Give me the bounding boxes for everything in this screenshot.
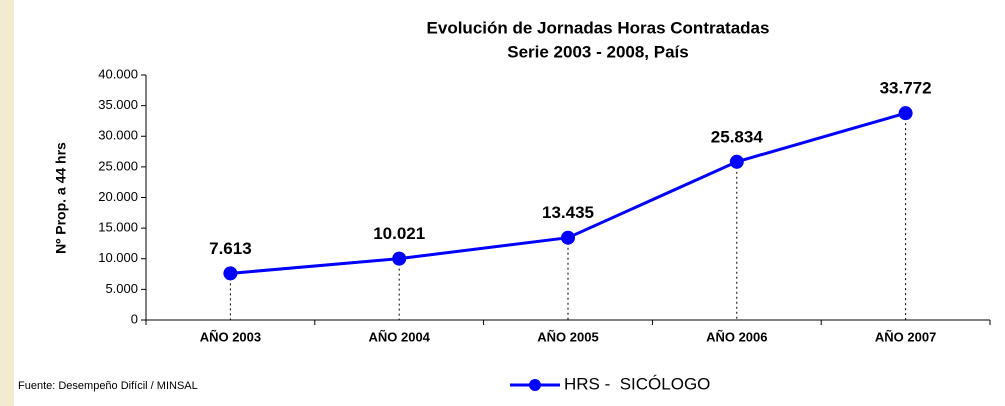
- x-tick-label: AÑO 2003: [200, 329, 261, 344]
- data-label: 13.435: [542, 203, 594, 222]
- data-label: 25.834: [711, 127, 764, 146]
- y-tick-label: 20.000: [98, 189, 138, 204]
- source-note: Fuente: Desempeño Difícil / MINSAL: [18, 380, 198, 392]
- data-point: [561, 230, 575, 245]
- legend-marker: [529, 379, 541, 391]
- data-label: 10.021: [373, 224, 425, 243]
- data-point: [223, 266, 238, 281]
- chart-subtitle: Serie 2003 - 2008, País: [507, 42, 688, 61]
- data-label: 7.613: [209, 239, 252, 258]
- data-point: [898, 106, 913, 121]
- y-tick-label: 30.000: [98, 128, 138, 143]
- left-decoration: [0, 0, 14, 406]
- chart-title: Evolución de Jornadas Horas Contratadas: [427, 18, 770, 37]
- x-tick-label: AÑO 2007: [875, 329, 936, 344]
- y-tick-label: 0: [131, 311, 138, 326]
- data-label: 33.772: [880, 79, 932, 98]
- x-tick-label: AÑO 2006: [706, 329, 767, 344]
- y-tick-label: 40.000: [98, 66, 138, 81]
- x-tick-label: AÑO 2004: [368, 329, 430, 344]
- data-point: [729, 154, 744, 169]
- y-tick-label: 5.000: [105, 281, 138, 296]
- x-tick-label: AÑO 2005: [537, 329, 598, 344]
- y-tick-label: 35.000: [98, 97, 138, 112]
- y-tick-label: 15.000: [98, 220, 138, 235]
- legend-label: HRS - SICÓLOGO: [564, 374, 710, 393]
- y-tick-label: 10.000: [98, 250, 138, 265]
- y-tick-label: 25.000: [98, 158, 138, 173]
- y-axis-label: Nº Prop. a 44 hrs: [53, 142, 69, 254]
- data-point: [392, 251, 407, 266]
